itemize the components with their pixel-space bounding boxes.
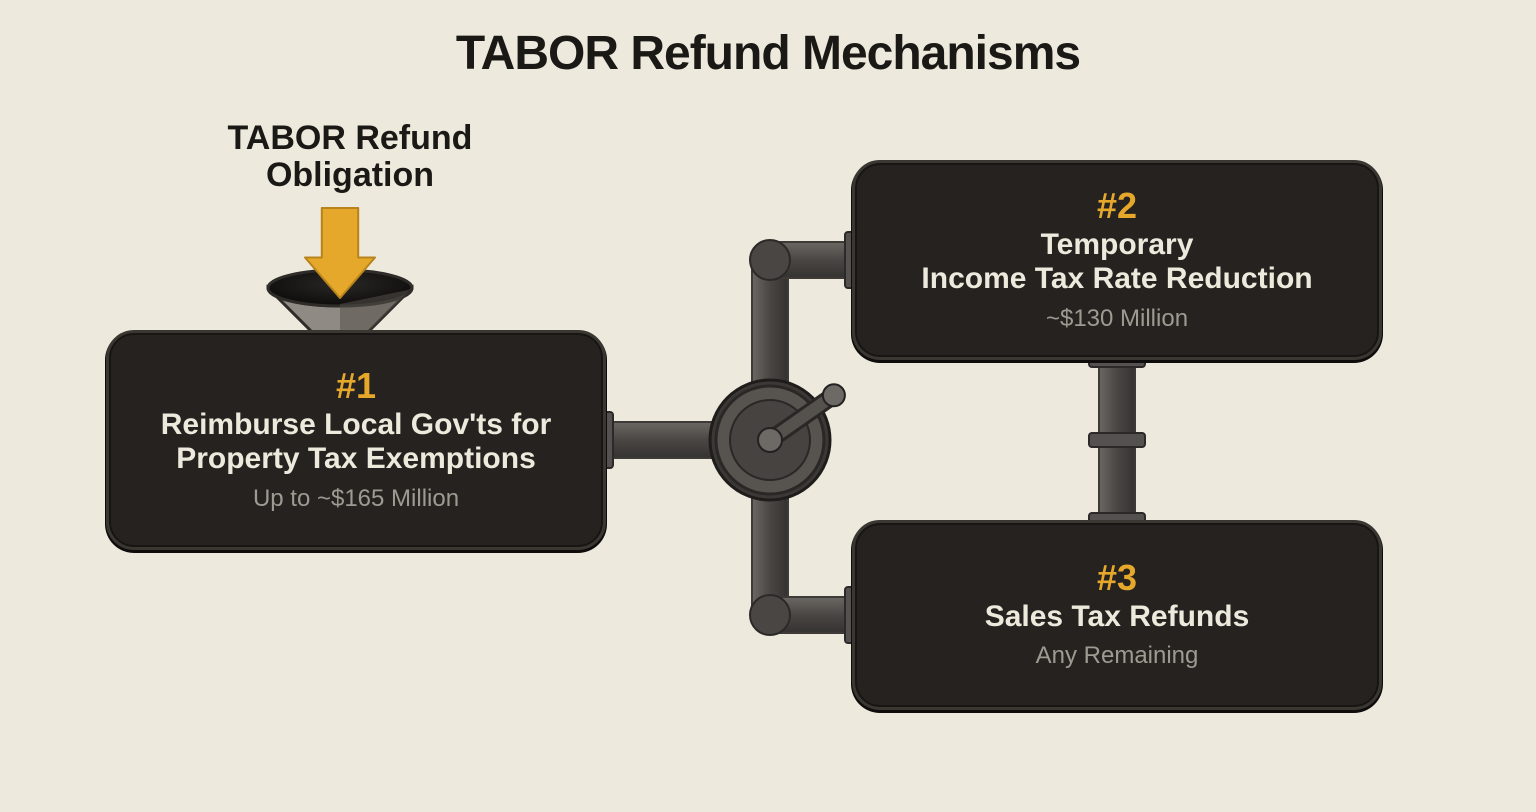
obligation-line2: Obligation [266,156,434,194]
mechanism-1-heading: Reimburse Local Gov'ts forProperty Tax E… [161,408,552,477]
mechanism-box-2: #2 TemporaryIncome Tax Rate Reduction ~$… [852,160,1382,360]
mechanism-3-subtext: Any Remaining [1036,642,1199,670]
mechanism-2-heading: TemporaryIncome Tax Rate Reduction [921,228,1312,297]
mechanism-2-subtext: ~$130 Million [1046,305,1188,333]
funnel-icon [268,270,412,338]
mechanism-box-3: #3 Sales Tax Refunds Any Remaining [852,520,1382,710]
mechanism-3-number: #3 [1097,560,1137,596]
mechanism-2-number: #2 [1097,188,1137,224]
page-title: TABOR Refund Mechanisms [0,26,1536,81]
obligation-label: TABOR Refund Obligation [190,120,510,195]
mechanism-1-number: #1 [336,368,376,404]
valve-icon [710,380,845,500]
mechanism-1-subtext: Up to ~$165 Million [253,485,459,513]
mechanism-box-1: #1 Reimburse Local Gov'ts forProperty Ta… [106,330,606,550]
mechanism-3-heading: Sales Tax Refunds [985,600,1250,635]
obligation-line1: TABOR Refund [228,119,473,157]
down-arrow-icon [305,208,375,298]
